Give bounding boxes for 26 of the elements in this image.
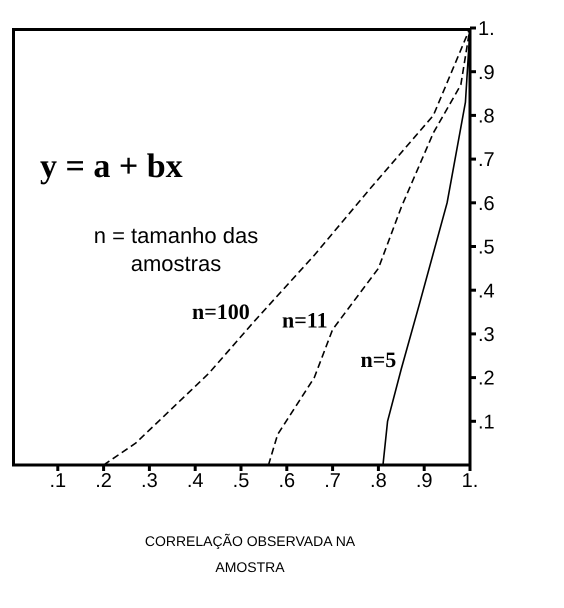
x-tick-label: 1. xyxy=(462,470,478,492)
x-tick-label: .1 xyxy=(49,470,66,492)
y-tick-label: .4 xyxy=(478,280,495,302)
x-tick-label: .9 xyxy=(416,470,433,492)
x-tick-label: .3 xyxy=(141,470,158,492)
x-tick-label: .2 xyxy=(95,470,112,492)
x-tick-label: .7 xyxy=(324,470,341,492)
series-label: n=100 xyxy=(192,298,250,324)
x-axis-title: CORRELAÇÃO OBSERVADA NA AMOSTRA xyxy=(144,532,356,577)
x-tick-label: .5 xyxy=(232,470,250,492)
x-tick-label: .4 xyxy=(186,470,204,492)
y-tick-label: .7 xyxy=(478,149,495,172)
y-tick-label: 1. xyxy=(478,18,495,40)
y-tick-label: .9 xyxy=(478,62,495,84)
annotation: y = a + bx xyxy=(40,148,183,186)
y-tick-label: .5 xyxy=(478,236,495,259)
annotation: n = tamanho das amostras xyxy=(92,222,260,278)
y-tick-label: .1 xyxy=(478,411,495,434)
series-label: n=5 xyxy=(360,346,396,372)
x-tick-label: .6 xyxy=(278,470,296,492)
y-tick-label: .6 xyxy=(478,192,495,215)
y-tick-label: .2 xyxy=(478,368,495,390)
series-label: n=11 xyxy=(282,308,328,333)
y-tick-label: .3 xyxy=(478,324,495,346)
y-tick-label: .8 xyxy=(478,106,495,128)
x-tick-label: .8 xyxy=(370,470,387,492)
